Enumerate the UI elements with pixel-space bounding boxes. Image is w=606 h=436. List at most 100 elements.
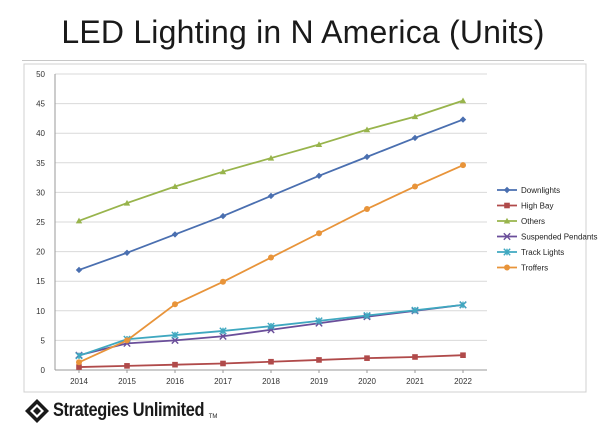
legend-marker: [504, 264, 510, 271]
legend-label: Troffers: [521, 264, 548, 273]
series-lines: [75, 97, 467, 370]
series-others: [75, 97, 467, 224]
x-tick-label: 2022: [454, 377, 472, 386]
y-tick-label: 25: [36, 218, 45, 227]
data-point-downlights: [75, 266, 83, 274]
x-tick-label: 2016: [166, 377, 184, 386]
data-point-high-bay: [316, 357, 322, 363]
data-point-others: [75, 217, 83, 224]
data-point-suspended-pendants: [171, 336, 179, 345]
data-point-high-bay: [364, 355, 370, 361]
legend: Downlights High Bay Others Suspended Pendan…: [497, 186, 598, 273]
legend-marker: [503, 248, 511, 256]
data-point-others: [411, 113, 419, 120]
slide-title: LED Lighting in N America (Units): [61, 14, 545, 50]
title-divider: [22, 60, 584, 61]
data-point-troffers: [412, 183, 418, 190]
legend-marker: [503, 232, 511, 241]
data-point-track-lights: [267, 322, 275, 330]
x-tick-label: 2014: [70, 377, 88, 386]
data-point-downlights: [459, 116, 467, 123]
data-point-downlights: [267, 192, 275, 200]
data-point-others: [363, 126, 371, 133]
data-point-troffers: [76, 359, 82, 366]
y-tick-label: 15: [36, 277, 45, 286]
series-high-bay: [76, 352, 466, 370]
data-point-troffers: [316, 230, 322, 237]
data-point-others: [315, 141, 323, 148]
data-point-track-lights: [363, 311, 371, 320]
data-point-others: [219, 168, 227, 175]
data-point-suspended-pendants: [219, 332, 227, 340]
data-point-troffers: [268, 254, 274, 261]
x-tick-label: 2018: [262, 377, 280, 386]
data-point-track-lights: [315, 317, 323, 325]
y-tick-label: 0: [41, 366, 46, 375]
legend-label: Suspended Pendants: [521, 233, 598, 242]
y-tick-label: 20: [36, 248, 45, 257]
data-point-high-bay: [268, 358, 274, 365]
data-point-downlights: [315, 172, 323, 180]
legend-label: Others: [521, 217, 545, 226]
legend-entry-others: Others: [497, 217, 545, 226]
data-point-high-bay: [412, 354, 418, 360]
data-point-track-lights: [171, 331, 179, 339]
brand-logo: Strategies Unlimited TM: [24, 396, 217, 426]
legend-entry-troffers: Troffers: [497, 264, 548, 273]
y-tick-label: 50: [36, 70, 45, 79]
series-troffers: [76, 162, 466, 366]
data-point-high-bay: [460, 352, 466, 358]
x-tick-label: 2015: [118, 377, 136, 386]
legend-entry-downlights: Downlights: [497, 186, 560, 195]
data-point-high-bay: [124, 363, 130, 369]
legend-entry-suspended-pendants: Suspended Pendants: [497, 233, 598, 242]
data-point-troffers: [364, 205, 370, 212]
brand-trademark: TM: [208, 414, 218, 420]
legend-marker: [504, 202, 510, 209]
y-tick-label: 10: [36, 307, 45, 316]
data-point-track-lights: [219, 327, 227, 335]
x-tick-label: 2019: [310, 377, 328, 386]
data-point-others: [459, 97, 467, 104]
x-tick-label: 2020: [358, 377, 376, 386]
legend-entry-high-bay: High Bay: [497, 202, 553, 211]
data-point-troffers: [172, 301, 178, 308]
data-point-troffers: [124, 337, 130, 344]
strategies-unlimited-logo-icon: [25, 399, 49, 423]
data-point-troffers: [220, 278, 226, 285]
x-tick-label: 2017: [214, 377, 232, 386]
data-point-track-lights: [75, 352, 83, 360]
y-tick-label: 5: [41, 336, 46, 345]
data-point-high-bay: [220, 360, 226, 367]
chart-area: [23, 63, 587, 393]
data-point-others: [267, 154, 275, 161]
axes: 0 5 10 15 20 25 30 35 40 45 50 2014 2015 2016 2017 2018…: [36, 70, 487, 386]
data-point-others: [123, 199, 131, 206]
legend-marker: [503, 186, 511, 194]
legend-label: Track Lights: [521, 248, 564, 257]
legend-marker: [503, 217, 511, 224]
x-tick-label: 2021: [406, 377, 424, 386]
data-point-downlights: [123, 249, 131, 256]
data-point-downlights: [363, 153, 371, 161]
data-point-others: [171, 183, 179, 190]
data-point-troffers: [460, 162, 466, 169]
y-tick-label: 30: [36, 188, 45, 197]
series-downlights: [75, 116, 467, 274]
data-point-high-bay: [172, 361, 178, 368]
data-point-track-lights: [459, 301, 467, 309]
legend-label: Downlights: [521, 186, 560, 195]
y-tick-label: 35: [36, 159, 45, 168]
legend-entry-track-lights: Track Lights: [497, 248, 564, 257]
data-point-track-lights: [411, 306, 419, 314]
y-tick-label: 45: [36, 100, 45, 109]
y-tick-label: 40: [36, 129, 45, 138]
data-point-downlights: [219, 212, 227, 220]
data-point-high-bay: [76, 364, 82, 370]
legend-label: High Bay: [521, 202, 553, 211]
brand-name: Strategies Unlimited: [53, 400, 205, 421]
data-point-downlights: [411, 134, 419, 142]
data-point-downlights: [171, 231, 179, 238]
